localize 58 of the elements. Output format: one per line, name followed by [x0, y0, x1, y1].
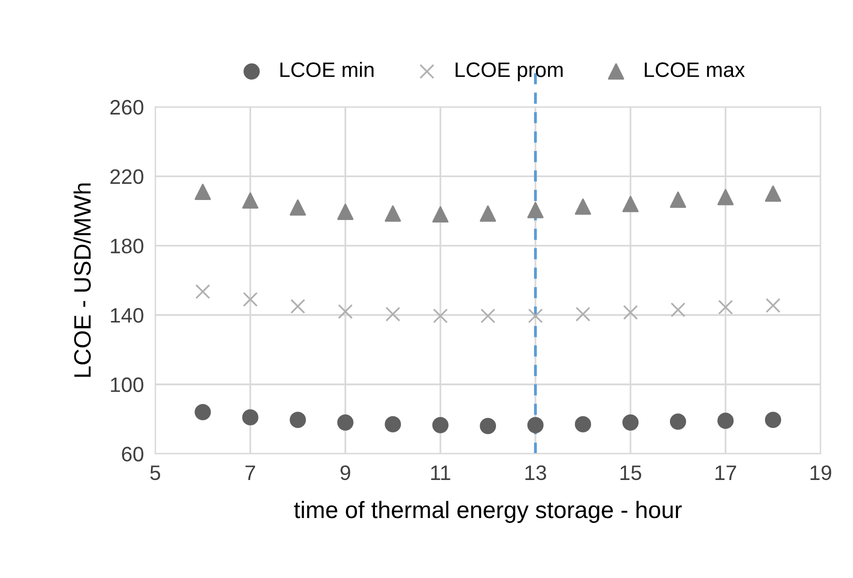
point [432, 206, 449, 223]
y-tick-label: 180 [110, 238, 144, 254]
point [242, 409, 258, 426]
point [242, 192, 258, 209]
point [527, 202, 544, 218]
point [718, 300, 733, 315]
x-tick-label: 19 [810, 465, 832, 480]
point [574, 416, 592, 432]
point [717, 188, 734, 206]
y-axis-title: LCOE - USD/MWh [73, 183, 91, 377]
point [480, 418, 496, 434]
x-tick-label: 13 [525, 465, 546, 480]
x-tick-label: 9 [340, 465, 350, 480]
point [764, 412, 782, 428]
point [337, 414, 354, 431]
point [195, 284, 210, 300]
point [766, 298, 780, 313]
point [337, 204, 354, 220]
point [384, 205, 401, 222]
point [480, 205, 496, 222]
point [290, 412, 306, 428]
point [384, 416, 401, 432]
point [242, 292, 258, 307]
x-tick-label: 7 [246, 466, 256, 480]
legend-label: LCOE prom [456, 62, 563, 82]
point [528, 308, 543, 324]
legend-label: LCOE min [280, 62, 374, 78]
y-tick-label: 260 [110, 100, 144, 115]
x-tick-label: 17 [716, 466, 736, 480]
x-tick-label: 11 [431, 466, 450, 480]
point [480, 308, 496, 324]
x-axis-title: time of thermal energy storage - hour [294, 500, 682, 523]
point [290, 298, 306, 314]
point [432, 417, 449, 434]
x-tick-label: 5 [150, 466, 160, 480]
point [290, 199, 306, 216]
point [338, 304, 353, 319]
point [527, 417, 544, 434]
y-tick-label: 60 [122, 446, 144, 462]
y-tick-label: 220 [110, 169, 144, 184]
point [432, 308, 448, 324]
y-tick-label: 140 [110, 308, 144, 323]
point [622, 196, 639, 212]
point [576, 306, 590, 322]
point [385, 306, 400, 322]
point [623, 304, 638, 320]
x-tick-label: 15 [620, 466, 642, 480]
point [194, 184, 211, 200]
point [574, 198, 592, 215]
legend-label: LCOE max [644, 62, 745, 78]
point [622, 414, 639, 431]
y-tick-label: 100 [110, 377, 144, 392]
point [670, 414, 686, 430]
point [717, 412, 734, 429]
point [194, 404, 211, 420]
point [670, 192, 686, 208]
point [670, 302, 686, 318]
point [764, 186, 782, 202]
